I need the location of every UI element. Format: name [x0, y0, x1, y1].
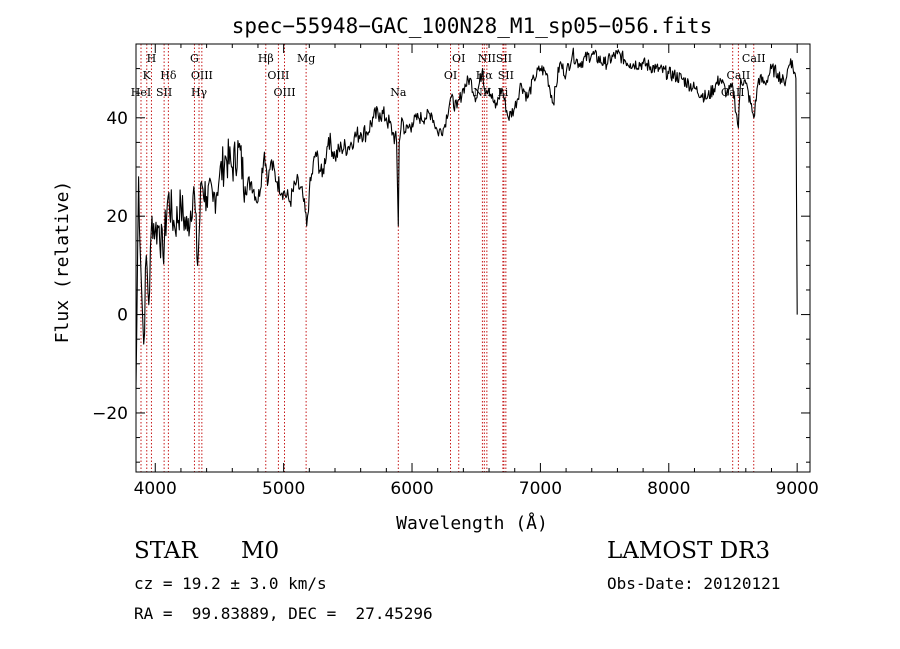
- y-axis-label: Flux (relative): [52, 181, 73, 344]
- marker-label: SII: [498, 69, 514, 82]
- x-axis-label: Wavelength (Å): [396, 512, 548, 534]
- marker-label: Hδ: [160, 69, 177, 82]
- y-tick-label: 40: [106, 109, 128, 129]
- x-tick-label: 9000: [776, 479, 819, 499]
- marker-label: OIII: [191, 69, 213, 82]
- marker-label: Hβ: [258, 52, 274, 65]
- marker-label: Hα: [476, 69, 494, 82]
- spectrum-line: [135, 47, 798, 389]
- marker-label: OIII: [267, 69, 289, 82]
- x-tick-label: 6000: [390, 479, 433, 499]
- y-tick-label: −20: [92, 404, 128, 424]
- y-axis-ticks: −20 0 20 40: [92, 68, 810, 463]
- marker-label: OI: [444, 69, 457, 82]
- plot-frame: [135, 43, 811, 473]
- object-type: STAR: [134, 538, 198, 564]
- y-tick-label: 0: [117, 306, 128, 326]
- marker-label: CaII: [721, 86, 745, 99]
- marker-label: H: [147, 52, 157, 65]
- x-tick-label: 8000: [647, 479, 690, 499]
- marker-label: CaII: [742, 52, 766, 65]
- object-subclass: M0: [241, 538, 280, 564]
- x-tick-label: 5000: [262, 479, 305, 499]
- marker-label: OIII: [274, 86, 296, 99]
- x-tick-label: 7000: [519, 479, 562, 499]
- x-tick-label: 4000: [134, 479, 177, 499]
- survey-name: LAMOST DR3: [607, 538, 771, 564]
- observation-date: Obs-Date: 20120121: [607, 574, 781, 593]
- marker-label: SII: [496, 52, 512, 65]
- marker-label: K: [143, 69, 152, 82]
- marker-label: OI: [452, 52, 465, 65]
- marker-label: Mg: [297, 52, 315, 65]
- marker-label: Na: [390, 86, 407, 99]
- marker-label: CaII: [727, 69, 751, 82]
- x-axis-ticks: 4000 5000 6000 7000 8000 9000: [134, 44, 819, 499]
- marker-label: SII: [156, 86, 172, 99]
- marker-label: HeI: [131, 86, 151, 99]
- coordinates-readout: RA = 99.83889, DEC = 27.45296: [134, 604, 433, 623]
- marker-label: Hγ: [191, 86, 208, 99]
- chart-title: spec−55948−GAC_100N28_M1_sp05−056.fits: [232, 14, 712, 38]
- y-tick-label: 20: [106, 207, 128, 227]
- marker-label: G: [190, 52, 199, 65]
- marker-label: NII: [478, 52, 496, 65]
- redshift-readout: cz = 19.2 ± 3.0 km/s: [134, 574, 327, 593]
- emission-line-markers: [140, 44, 755, 472]
